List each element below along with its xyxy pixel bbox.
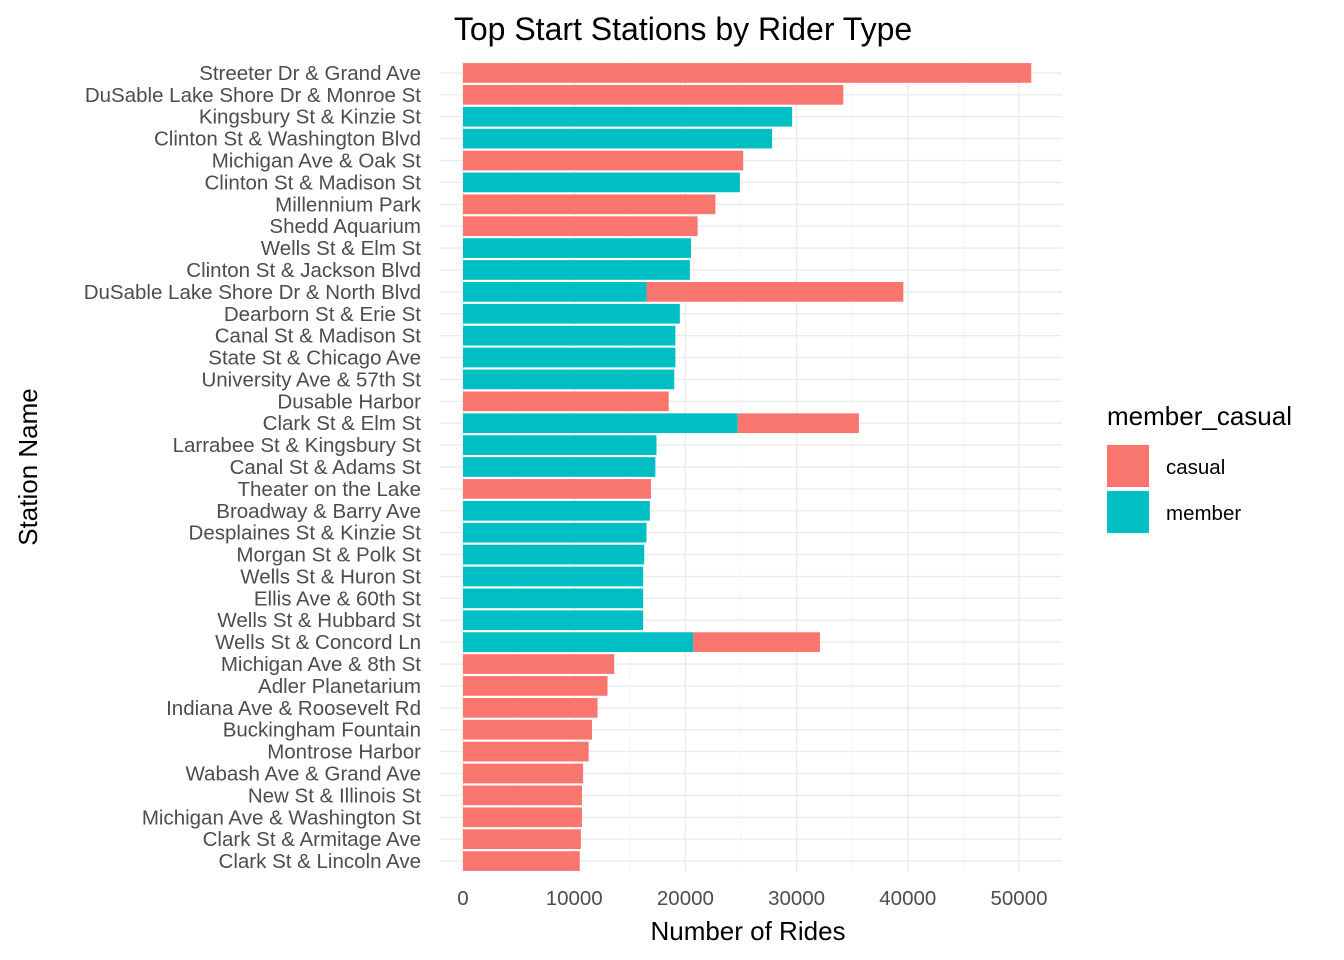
legend-title: member_casual — [1107, 401, 1292, 431]
bar-casual — [463, 676, 608, 696]
bar-casual — [463, 719, 592, 740]
y-tick-label: Shedd Aquarium — [269, 215, 421, 238]
y-tick-label: Broadway & Barry Ave — [216, 500, 421, 523]
y-tick-label: Buckingham Fountain — [223, 719, 421, 742]
bar-member — [463, 260, 690, 280]
bar-member — [463, 435, 657, 455]
y-tick-label: Indiana Ave & Roosevelt Rd — [166, 697, 421, 720]
y-tick-label: Clark St & Armitage Ave — [203, 828, 421, 851]
legend-label-casual: casual — [1166, 456, 1225, 479]
bar-casual — [463, 763, 584, 784]
legend-swatch-casual — [1107, 445, 1149, 487]
y-tick-label: Clinton St & Jackson Blvd — [186, 259, 421, 282]
y-tick-label: Clark St & Lincoln Ave — [219, 850, 421, 873]
y-axis-title: Station Name — [13, 388, 43, 546]
bar-casual — [693, 632, 820, 652]
y-tick-label: Canal St & Madison St — [215, 325, 422, 348]
x-axis-tick-labels: 0 10000 20000 30000 40000 50000 — [457, 887, 1047, 910]
bar-member — [463, 566, 644, 587]
bar-casual — [463, 654, 615, 674]
legend-label-member: member — [1166, 502, 1241, 525]
x-tick-label: 40000 — [879, 887, 936, 910]
x-tick-label: 50000 — [990, 887, 1047, 910]
y-tick-label: Clinton St & Washington Blvd — [154, 128, 421, 151]
bar-casual — [463, 697, 598, 718]
bar-member — [463, 238, 691, 258]
bar-member — [463, 500, 650, 521]
bar-member — [463, 106, 793, 127]
bar-casual — [463, 479, 651, 499]
y-tick-label: Wells St & Hubbard St — [217, 609, 421, 632]
bar-member — [463, 303, 680, 324]
y-tick-label: New St & Illinois St — [248, 784, 421, 807]
bar-member — [463, 128, 773, 149]
bar-casual — [463, 84, 844, 105]
y-tick-label: Michigan Ave & Washington St — [142, 806, 421, 829]
y-tick-label: Ellis Ave & 60th St — [254, 587, 421, 610]
x-tick-label: 20000 — [657, 887, 714, 910]
y-tick-label: Kingsbury St & Kinzie St — [199, 106, 421, 129]
y-tick-label: Montrose Harbor — [267, 741, 421, 764]
bar-member — [463, 632, 694, 652]
bar-casual — [463, 851, 580, 871]
y-tick-label: Millennium Park — [275, 193, 422, 216]
y-tick-label: State St & Chicago Ave — [208, 347, 421, 370]
y-tick-label: Wells St & Huron St — [240, 565, 421, 588]
x-tick-label: 30000 — [768, 887, 825, 910]
y-tick-label: DuSable Lake Shore Dr & Monroe St — [85, 84, 421, 107]
bar-member — [463, 457, 656, 477]
bar-casual — [737, 413, 859, 434]
y-tick-label: Canal St & Adams St — [230, 456, 422, 479]
y-tick-label: Streeter Dr & Grand Ave — [199, 62, 421, 85]
y-tick-label: University Ave & 57th St — [201, 368, 421, 391]
x-axis-title: Number of Rides — [650, 916, 845, 946]
y-tick-label: Dusable Harbor — [277, 390, 421, 413]
bar-casual — [463, 807, 582, 828]
bar-casual — [463, 741, 589, 762]
bar-casual — [463, 63, 1032, 83]
x-tick-label: 0 — [457, 887, 468, 910]
bar-casual — [463, 391, 669, 412]
bar-member — [463, 610, 644, 631]
y-tick-label: Wells St & Elm St — [261, 237, 422, 260]
legend-swatch-member — [1107, 491, 1149, 533]
y-tick-label: Morgan St & Polk St — [236, 544, 421, 567]
y-tick-label: Adler Planetarium — [258, 675, 421, 698]
legend: member_casual casual member — [1107, 401, 1292, 533]
bar-casual — [463, 194, 716, 215]
bar-casual — [463, 150, 744, 171]
bar-member — [463, 172, 740, 193]
bar-member — [463, 325, 676, 346]
bar-casual — [463, 216, 698, 237]
bar-member — [463, 282, 647, 302]
chart-title: Top Start Stations by Rider Type — [454, 11, 912, 47]
bar-member — [463, 369, 675, 390]
bar-casual — [646, 282, 904, 302]
bar-member — [463, 522, 647, 543]
bars — [463, 63, 1032, 871]
bar-member — [463, 544, 645, 565]
bar-member — [463, 413, 738, 434]
bar-casual — [463, 785, 582, 806]
y-tick-label: Michigan Ave & 8th St — [221, 653, 421, 676]
y-tick-label: DuSable Lake Shore Dr & North Blvd — [84, 281, 421, 304]
bar-member — [463, 588, 644, 609]
bar-member — [463, 347, 676, 368]
y-tick-label: Wells St & Concord Ln — [215, 631, 421, 654]
y-tick-label: Clark St & Elm St — [263, 412, 422, 435]
y-tick-label: Clinton St & Madison St — [205, 171, 422, 194]
y-tick-label: Dearborn St & Erie St — [224, 303, 421, 326]
bar-casual — [463, 829, 581, 850]
legend-items: casual member — [1107, 445, 1241, 533]
y-tick-label: Michigan Ave & Oak St — [212, 150, 422, 173]
y-tick-label: Wabash Ave & Grand Ave — [185, 762, 421, 785]
y-tick-label: Desplaines St & Kinzie St — [189, 522, 422, 545]
y-tick-label: Theater on the Lake — [238, 478, 422, 501]
x-tick-label: 10000 — [546, 887, 603, 910]
y-tick-label: Larrabee St & Kingsbury St — [173, 434, 422, 457]
